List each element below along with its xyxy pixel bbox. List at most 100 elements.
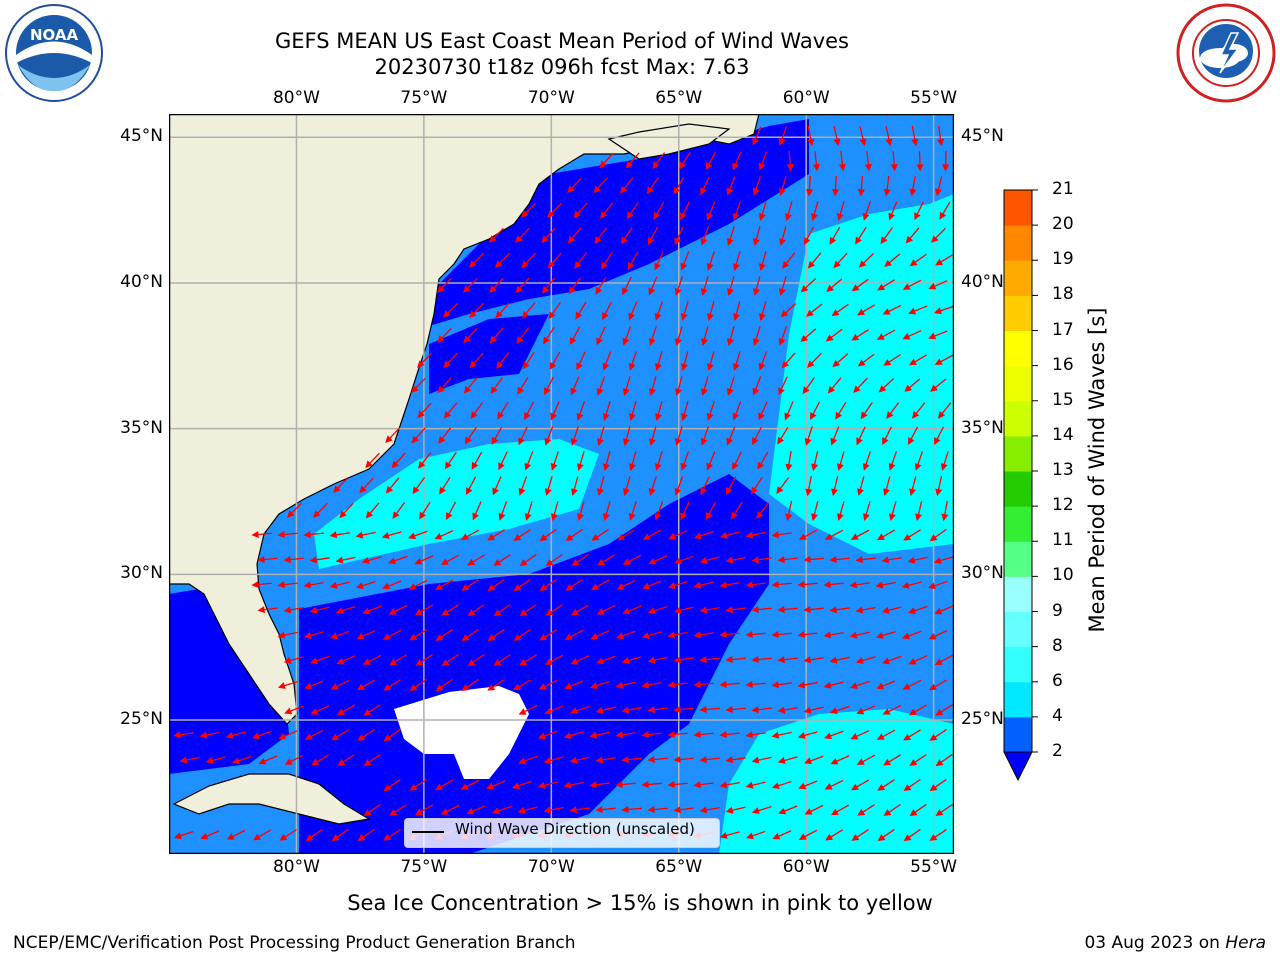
colorbar-tick-label: 16 [1052, 354, 1074, 375]
direction-arrow-shaft [864, 451, 871, 467]
lon-label-bottom: 55°W [910, 857, 958, 877]
direction-arrow-shaft [734, 201, 742, 217]
direction-arrow-head [758, 412, 765, 421]
direction-arrow-head [862, 513, 870, 521]
direction-arrow-shaft [932, 630, 948, 638]
direction-arrow-shaft [671, 580, 688, 588]
direction-arrow-head [929, 834, 938, 841]
direction-arrow-shaft [937, 556, 954, 562]
direction-arrow-shaft [702, 376, 709, 392]
direction-arrow-head [916, 164, 924, 172]
direction-arrow-head [731, 511, 738, 520]
direction-arrow-shaft [938, 704, 953, 714]
direction-arrow-shaft [577, 301, 587, 317]
direction-arrow-shaft [519, 426, 528, 442]
direction-arrow-head [881, 606, 890, 614]
direction-arrow-head [628, 513, 636, 521]
direction-arrow-shaft [855, 377, 868, 391]
direction-arrow-shaft [524, 351, 535, 367]
direction-arrow-shaft [445, 352, 458, 366]
colorbar-tick-label: 21 [1052, 179, 1074, 199]
direction-arrow-head [877, 834, 886, 842]
direction-arrow-head [435, 684, 444, 692]
direction-arrow-head [464, 436, 472, 445]
direction-arrow-head [909, 358, 917, 366]
direction-arrow-shaft [599, 706, 616, 712]
direction-arrow-shaft [828, 779, 844, 789]
direction-arrow-shaft [499, 451, 508, 467]
direction-arrow-shaft [909, 426, 919, 442]
direction-arrow-shaft [548, 553, 563, 565]
direction-arrow-head [882, 308, 891, 315]
direction-arrow-head [673, 705, 681, 714]
direction-arrow-shaft [388, 477, 400, 491]
direction-arrow-shaft [340, 655, 356, 663]
direction-arrow-head [797, 681, 806, 689]
direction-arrow-head [706, 313, 714, 322]
direction-arrow-head [277, 530, 285, 539]
map-title-line2: 20230730 t18z 096h fcst Max: 7.63 [374, 55, 750, 79]
direction-arrow-head [311, 758, 320, 766]
direction-arrow-head [642, 582, 651, 590]
footer-machine: Hera [1225, 933, 1266, 953]
direction-arrow-head [601, 261, 608, 270]
direction-arrow-shaft [728, 426, 736, 442]
direction-arrow-shaft [552, 451, 559, 467]
direction-arrow-shaft [681, 201, 690, 217]
colorbar-segment [1004, 190, 1032, 226]
direction-arrow-shaft [523, 202, 536, 216]
direction-arrow-head [570, 437, 578, 446]
direction-arrow-shaft [734, 401, 742, 417]
direction-arrow-head [625, 160, 634, 169]
direction-arrow-shaft [438, 530, 454, 538]
direction-arrow-head [798, 833, 807, 840]
direction-arrow-shaft [439, 277, 452, 291]
direction-arrow-shaft [915, 201, 924, 217]
direction-arrow-head [278, 732, 287, 740]
direction-arrow-head [851, 333, 860, 341]
direction-arrow-shaft [749, 531, 766, 537]
direction-arrow-head [804, 808, 813, 815]
direction-arrow-head [771, 630, 779, 639]
direction-arrow-shaft [750, 830, 766, 838]
direction-arrow-shaft [334, 828, 349, 840]
direction-arrow-shaft [912, 655, 928, 663]
direction-arrow-shaft [758, 502, 770, 516]
direction-arrow-shaft [597, 276, 607, 292]
direction-arrow-shaft [656, 351, 663, 367]
direction-arrow-head [563, 732, 572, 739]
direction-arrow-head [857, 359, 866, 367]
direction-arrow-head [442, 310, 451, 318]
direction-arrow-head [752, 288, 760, 297]
direction-arrow-shaft [723, 781, 740, 787]
direction-arrow-head [489, 285, 497, 293]
direction-arrow-shaft [282, 730, 298, 738]
direction-arrow-head [878, 385, 887, 393]
direction-arrow-head [437, 385, 445, 394]
direction-arrow-head [877, 783, 886, 791]
direction-arrow-head [615, 681, 624, 689]
direction-arrow-shaft [623, 276, 632, 292]
direction-arrow-head [647, 607, 656, 615]
direction-arrow-head [705, 512, 713, 520]
direction-arrow-shaft [779, 376, 788, 392]
direction-arrow-head [524, 462, 532, 471]
lat-label-right: 40°N [961, 271, 1004, 292]
direction-arrow-shaft [628, 152, 640, 166]
direction-arrow-shaft [834, 175, 837, 193]
direction-arrow-shaft [707, 151, 717, 167]
direction-arrow-shaft [801, 731, 818, 737]
direction-arrow-shaft [446, 402, 458, 416]
direction-arrow-shaft [755, 657, 772, 661]
colorbar-tick-label: 15 [1052, 389, 1074, 410]
direction-arrow-head [641, 632, 650, 639]
direction-arrow-head [882, 657, 891, 665]
direction-arrow-head [571, 558, 580, 566]
direction-arrow-shaft [864, 501, 871, 517]
direction-arrow-head [595, 756, 604, 764]
direction-arrow-head [335, 607, 344, 614]
direction-arrow-head [283, 656, 292, 664]
direction-arrow-shaft [938, 305, 954, 313]
direction-arrow-head [461, 684, 470, 692]
direction-arrow-shaft [597, 326, 606, 342]
